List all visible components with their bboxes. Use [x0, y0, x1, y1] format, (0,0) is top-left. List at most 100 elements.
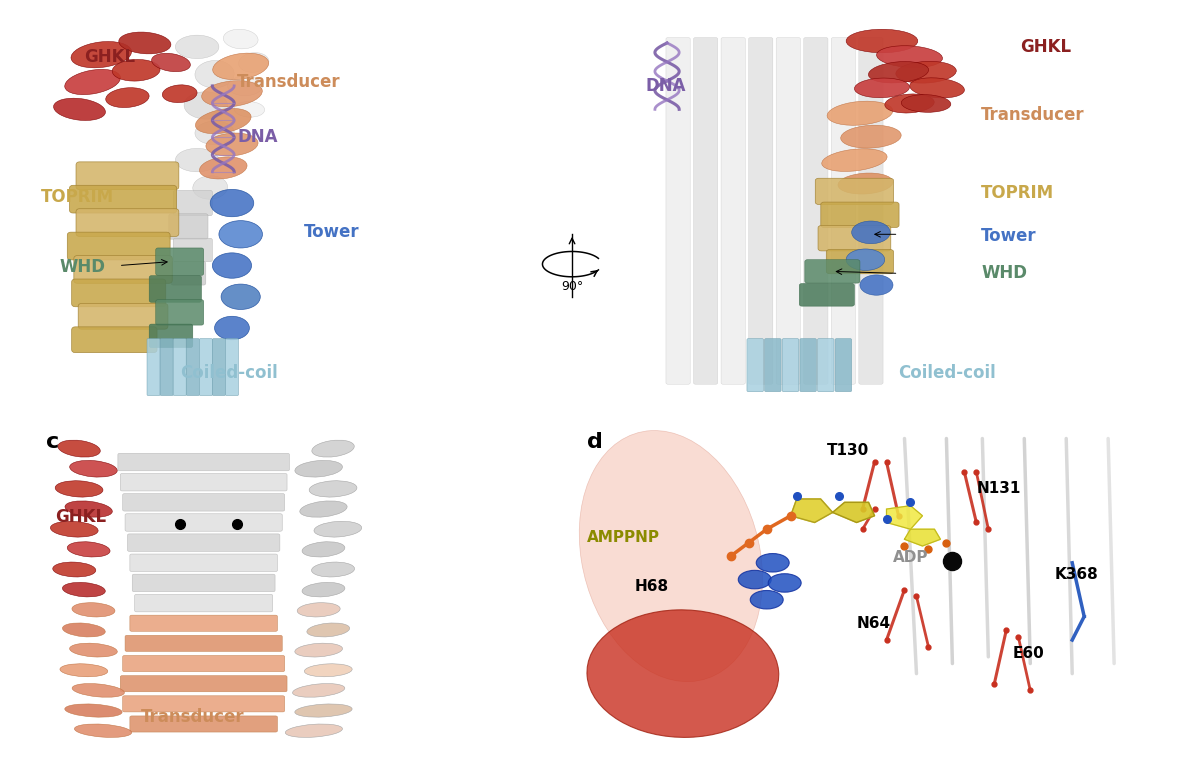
- FancyBboxPatch shape: [125, 514, 283, 531]
- Ellipse shape: [297, 603, 340, 617]
- Ellipse shape: [69, 461, 117, 477]
- Ellipse shape: [206, 133, 258, 156]
- Ellipse shape: [860, 275, 893, 295]
- Ellipse shape: [201, 80, 262, 107]
- FancyBboxPatch shape: [74, 255, 173, 284]
- FancyBboxPatch shape: [859, 37, 883, 384]
- Ellipse shape: [119, 32, 171, 54]
- Ellipse shape: [214, 316, 249, 340]
- Ellipse shape: [846, 249, 884, 270]
- FancyBboxPatch shape: [174, 339, 186, 395]
- Ellipse shape: [311, 562, 355, 577]
- Ellipse shape: [195, 60, 234, 88]
- FancyBboxPatch shape: [800, 339, 816, 392]
- Ellipse shape: [837, 173, 893, 194]
- FancyBboxPatch shape: [161, 339, 174, 395]
- Ellipse shape: [162, 85, 198, 102]
- Ellipse shape: [234, 102, 265, 117]
- FancyBboxPatch shape: [666, 37, 690, 384]
- Ellipse shape: [55, 481, 103, 497]
- Ellipse shape: [768, 574, 801, 592]
- FancyBboxPatch shape: [75, 162, 179, 190]
- Text: ADP: ADP: [893, 551, 928, 565]
- Ellipse shape: [852, 221, 890, 244]
- Ellipse shape: [909, 78, 964, 98]
- Ellipse shape: [195, 109, 252, 134]
- Text: T130: T130: [827, 443, 869, 458]
- FancyBboxPatch shape: [125, 635, 283, 651]
- FancyBboxPatch shape: [150, 324, 193, 348]
- Ellipse shape: [219, 220, 262, 248]
- Ellipse shape: [200, 157, 247, 179]
- FancyBboxPatch shape: [147, 339, 161, 395]
- FancyBboxPatch shape: [75, 209, 179, 237]
- Ellipse shape: [877, 46, 943, 67]
- Ellipse shape: [193, 176, 228, 199]
- Ellipse shape: [869, 62, 928, 83]
- Ellipse shape: [314, 522, 362, 537]
- Ellipse shape: [738, 570, 772, 589]
- Text: H68: H68: [635, 579, 668, 594]
- FancyBboxPatch shape: [127, 534, 280, 551]
- Ellipse shape: [113, 59, 161, 81]
- FancyBboxPatch shape: [129, 716, 278, 732]
- FancyBboxPatch shape: [171, 262, 206, 285]
- Ellipse shape: [184, 91, 228, 119]
- FancyBboxPatch shape: [694, 37, 718, 384]
- FancyBboxPatch shape: [816, 178, 894, 205]
- Ellipse shape: [295, 461, 343, 477]
- Text: Tower: Tower: [304, 223, 359, 241]
- Text: DNA: DNA: [237, 127, 278, 146]
- Ellipse shape: [901, 95, 951, 112]
- Text: DNA: DNA: [645, 77, 685, 95]
- FancyBboxPatch shape: [782, 339, 799, 392]
- Text: AMPPNP: AMPPNP: [587, 530, 660, 545]
- FancyBboxPatch shape: [72, 326, 157, 353]
- Ellipse shape: [72, 603, 115, 617]
- Ellipse shape: [175, 35, 219, 59]
- FancyBboxPatch shape: [225, 339, 238, 395]
- FancyBboxPatch shape: [69, 185, 176, 213]
- FancyBboxPatch shape: [827, 250, 894, 274]
- Ellipse shape: [175, 148, 219, 172]
- Ellipse shape: [292, 683, 345, 697]
- Text: 90°: 90°: [561, 280, 583, 293]
- Ellipse shape: [195, 121, 234, 144]
- Ellipse shape: [295, 704, 352, 717]
- Ellipse shape: [72, 683, 125, 697]
- Text: TOPRIM: TOPRIM: [981, 184, 1054, 202]
- FancyBboxPatch shape: [818, 226, 891, 251]
- Ellipse shape: [58, 440, 101, 457]
- Ellipse shape: [827, 102, 893, 125]
- Ellipse shape: [750, 590, 783, 609]
- FancyBboxPatch shape: [199, 339, 212, 395]
- Ellipse shape: [69, 644, 117, 657]
- Text: Coiled-coil: Coiled-coil: [180, 364, 278, 382]
- Polygon shape: [791, 499, 833, 522]
- Ellipse shape: [54, 98, 105, 120]
- Ellipse shape: [62, 623, 105, 637]
- Text: N64: N64: [857, 615, 890, 631]
- Text: Coiled-coil: Coiled-coil: [898, 364, 997, 382]
- FancyBboxPatch shape: [67, 232, 170, 260]
- FancyBboxPatch shape: [122, 494, 285, 511]
- FancyBboxPatch shape: [212, 339, 225, 395]
- FancyBboxPatch shape: [72, 279, 165, 307]
- Ellipse shape: [302, 583, 345, 597]
- Text: GHKL: GHKL: [1019, 37, 1071, 56]
- Ellipse shape: [62, 583, 105, 597]
- Ellipse shape: [53, 562, 96, 577]
- Ellipse shape: [71, 41, 132, 68]
- Text: E60: E60: [1012, 646, 1045, 661]
- FancyBboxPatch shape: [78, 304, 168, 330]
- FancyBboxPatch shape: [132, 574, 276, 592]
- FancyBboxPatch shape: [169, 214, 208, 239]
- Ellipse shape: [238, 52, 268, 73]
- FancyBboxPatch shape: [776, 37, 800, 384]
- Ellipse shape: [300, 501, 347, 517]
- Ellipse shape: [105, 87, 149, 108]
- FancyBboxPatch shape: [122, 696, 285, 712]
- Ellipse shape: [885, 94, 934, 113]
- FancyBboxPatch shape: [817, 339, 834, 392]
- Text: K368: K368: [1054, 567, 1099, 582]
